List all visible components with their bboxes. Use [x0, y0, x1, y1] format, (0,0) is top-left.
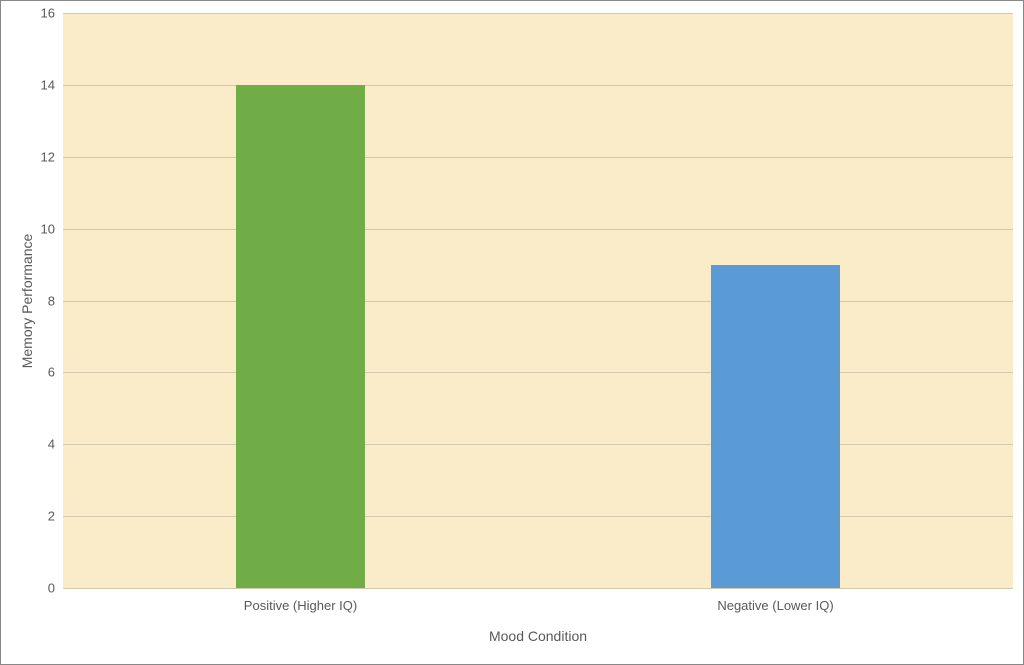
gridline: [63, 588, 1013, 589]
gridline: [63, 301, 1013, 302]
gridline: [63, 229, 1013, 230]
gridline: [63, 444, 1013, 445]
y-tick-label: 2: [1, 509, 55, 524]
gridline: [63, 85, 1013, 86]
y-tick-label: 14: [1, 77, 55, 92]
y-axis-title: Memory Performance: [19, 233, 35, 368]
memory-performance-bar-chart: 0246810121416Positive (Higher IQ)Negativ…: [0, 0, 1024, 665]
y-tick-label: 4: [1, 437, 55, 452]
gridline: [63, 516, 1013, 517]
bar: [711, 265, 839, 588]
x-tick-label: Negative (Lower IQ): [717, 598, 833, 613]
y-tick-label: 12: [1, 149, 55, 164]
bar: [236, 85, 364, 588]
y-tick-label: 0: [1, 581, 55, 596]
x-tick-label: Positive (Higher IQ): [244, 598, 357, 613]
y-tick-label: 16: [1, 6, 55, 21]
gridline: [63, 372, 1013, 373]
gridline: [63, 157, 1013, 158]
gridline: [63, 13, 1013, 14]
x-axis-title: Mood Condition: [489, 628, 587, 644]
